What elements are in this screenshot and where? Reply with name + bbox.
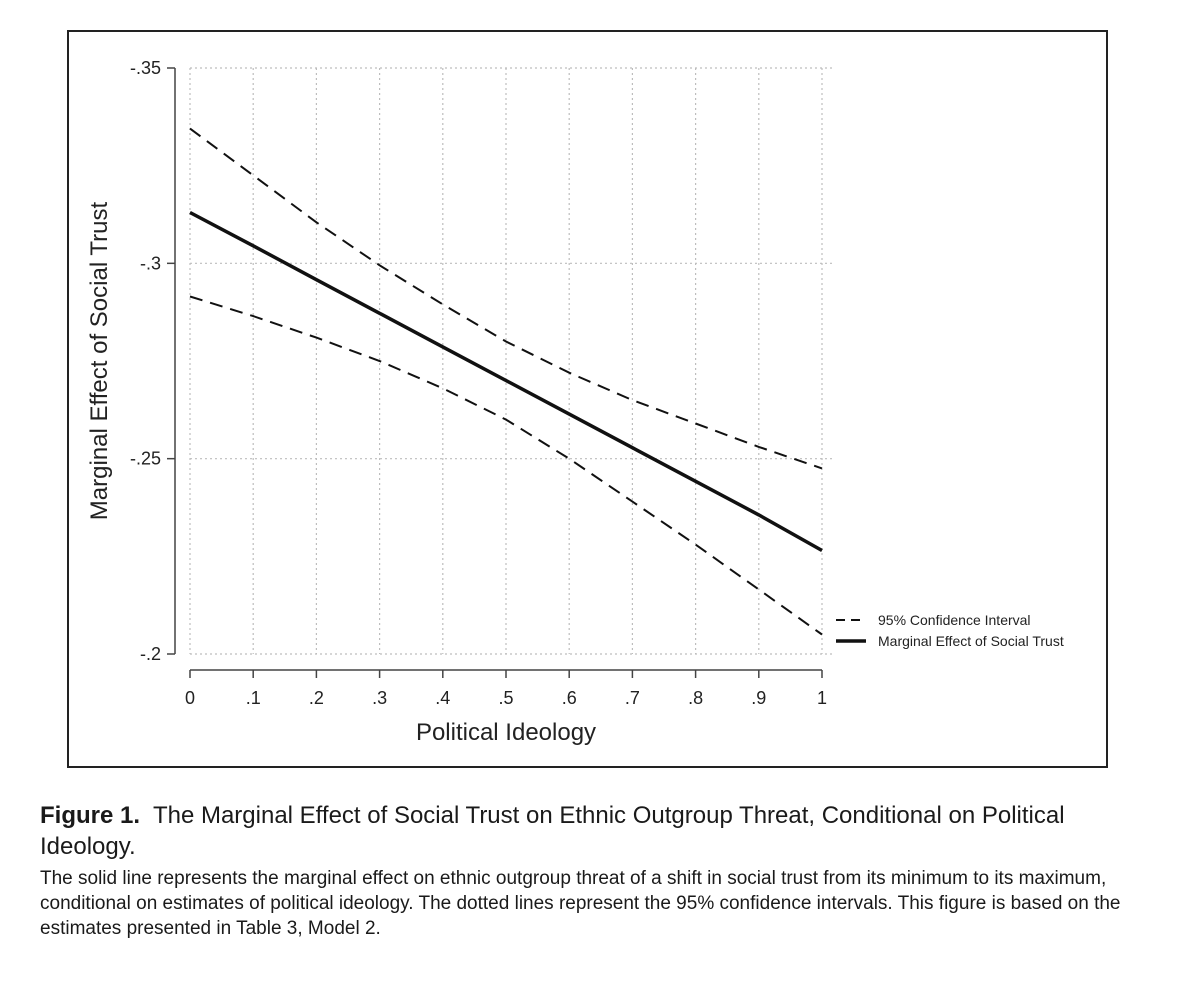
- caption-title-text: The Marginal Effect of Social Trust on E…: [40, 802, 1065, 860]
- y-tick-label: -.35: [130, 58, 161, 78]
- chart-plot: -.35 -.3 -.25 -.2 0 .1 .2 .3 .4 .5 .6 .7 .8 .9 1 95% C…: [86, 58, 1064, 746]
- x-axis-title: Political Ideology: [416, 719, 596, 746]
- x-tick-label: .3: [372, 688, 387, 708]
- ci-line: [189, 295, 823, 636]
- ci-line: [189, 127, 823, 470]
- y-axis-title: Marginal Effect of Social Trust: [86, 201, 113, 520]
- y-tick-label: -.25: [130, 449, 161, 469]
- x-tick-label: .5: [498, 688, 513, 708]
- x-tick-label: 1: [817, 688, 827, 708]
- legend-label: 95% Confidence Interval: [878, 612, 1031, 628]
- x-tick-label: .9: [751, 688, 766, 708]
- caption-body: The solid line represents the marginal e…: [40, 868, 1121, 939]
- marginal-effect-line: [189, 210, 823, 553]
- axes: -.35 -.3 -.25 -.2 0 .1 .2 .3 .4 .5 .6 .7 .8 .9 1: [130, 58, 827, 708]
- series: [189, 127, 823, 636]
- grid: [189, 67, 832, 655]
- caption-label: Figure 1.: [40, 802, 141, 829]
- caption-title: Figure 1. The Marginal Effect of Social …: [40, 800, 1160, 862]
- x-tick-label: .6: [562, 688, 577, 708]
- x-tick-label: .8: [688, 688, 703, 708]
- x-tick-label: .4: [435, 688, 450, 708]
- x-tick-label: .7: [625, 688, 640, 708]
- y-tick-label: -.3: [140, 253, 161, 273]
- y-tick-label: -.2: [140, 644, 161, 664]
- legend: 95% Confidence Interval Marginal Effect o…: [836, 612, 1064, 649]
- x-tick-label: .2: [309, 688, 324, 708]
- figure-caption: Figure 1. The Marginal Effect of Social …: [40, 800, 1160, 941]
- chart-frame: [67, 30, 1108, 768]
- legend-label: Marginal Effect of Social Trust: [878, 633, 1064, 649]
- x-tick-label: 0: [185, 688, 195, 708]
- x-tick-label: .1: [246, 688, 261, 708]
